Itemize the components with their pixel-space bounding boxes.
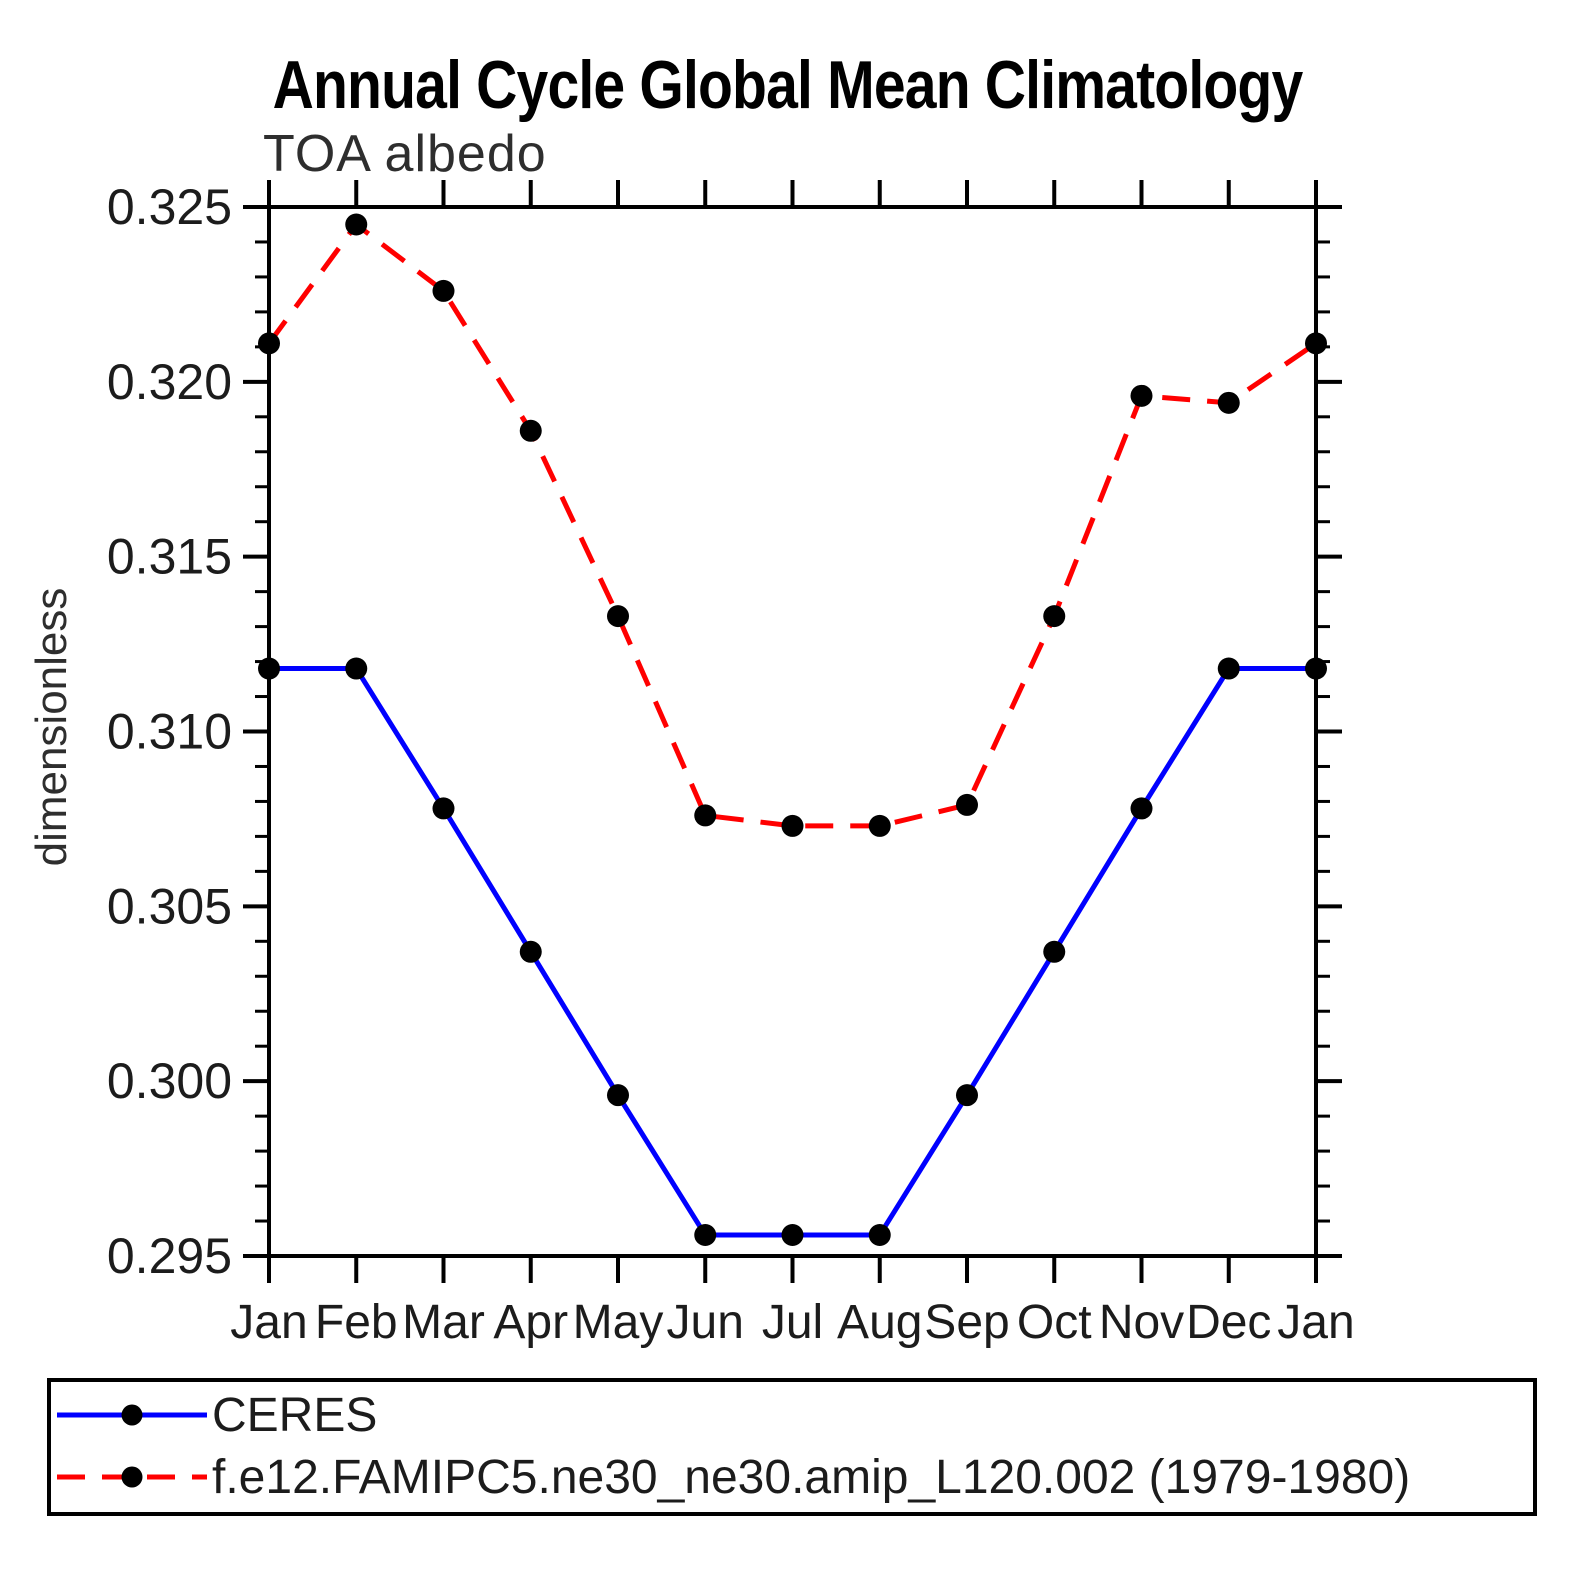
x-tick-label: Mar (402, 1296, 485, 1349)
data-point-marker-1 (868, 814, 891, 837)
y-tick-label: 0.320 (107, 354, 232, 410)
data-point-marker-0 (1130, 797, 1153, 820)
legend-solid-line-icon (57, 1404, 207, 1426)
x-tick-label: Nov (1099, 1296, 1184, 1349)
x-tick-label: Jan (1277, 1296, 1354, 1349)
axis-frame (267, 205, 1318, 1258)
y-tick-label: 0.295 (107, 1228, 232, 1284)
data-point-marker-1 (956, 793, 978, 816)
legend-dashed-line-icon (57, 1466, 207, 1488)
x-tick-label: May (573, 1296, 664, 1349)
legend-label: CERES (212, 1388, 378, 1442)
data-point-marker-1 (781, 814, 804, 837)
x-tick-label: Dec (1186, 1296, 1271, 1349)
y-tick-label: 0.315 (107, 529, 232, 585)
data-point-marker-1 (345, 213, 368, 236)
legend-marker-icon (121, 1466, 143, 1488)
data-point-marker-0 (1217, 657, 1240, 680)
data-point-marker-1 (258, 332, 280, 355)
y-tick-label: 0.305 (107, 878, 232, 934)
data-point-marker-0 (956, 1084, 978, 1107)
data-point-marker-1 (694, 804, 717, 827)
x-tick-label: Jun (667, 1296, 744, 1349)
x-tick-label: Jan (230, 1296, 307, 1349)
data-point-marker-1 (1305, 332, 1327, 355)
legend-row: CERES (57, 1389, 377, 1442)
x-tick-label: Sep (924, 1296, 1009, 1349)
data-point-marker-0 (694, 1224, 717, 1247)
data-point-marker-1 (1217, 391, 1240, 414)
data-point-marker-0 (607, 1084, 629, 1107)
y-tick-label: 0.325 (107, 179, 232, 235)
x-tick-label: Oct (1017, 1296, 1092, 1349)
data-point-marker-0 (1043, 940, 1066, 963)
data-point-marker-0 (345, 657, 368, 680)
legend-box: CERES f.e12.FAMIPC5.ne30_ne30.amip_L120.0… (47, 1378, 1537, 1516)
y-tick-label: 0.310 (107, 704, 232, 760)
chart-title: Annual Cycle Global Mean Climatology (272, 47, 1304, 123)
data-point-marker-1 (1130, 384, 1153, 407)
data-point-marker-1 (432, 279, 455, 302)
data-point-marker-1 (1043, 605, 1066, 628)
x-tick-label: Apr (493, 1296, 568, 1349)
series-line-1 (266, 220, 1318, 829)
legend-row: f.e12.FAMIPC5.ne30_ne30.amip_L120.002 (1… (57, 1451, 1410, 1504)
x-tick-label: Aug (837, 1296, 922, 1349)
data-point-marker-0 (1305, 657, 1327, 680)
chart-subtitle: TOA albedo (263, 125, 547, 183)
data-point-marker-0 (258, 657, 280, 680)
y-tick-label: 0.300 (107, 1053, 232, 1109)
legend-label: f.e12.FAMIPC5.ne30_ne30.amip_L120.002 (1… (212, 1450, 1411, 1504)
series-line-0 (269, 666, 1316, 1238)
x-tick-label: Jul (762, 1296, 823, 1349)
data-point-marker-1 (519, 419, 542, 442)
x-tick-label: Feb (315, 1296, 398, 1349)
legend-marker-icon (121, 1404, 143, 1426)
data-point-marker-0 (432, 797, 455, 820)
data-point-marker-0 (781, 1224, 804, 1247)
data-point-marker-0 (868, 1224, 891, 1247)
data-point-marker-0 (519, 940, 542, 963)
data-point-marker-1 (607, 605, 629, 628)
